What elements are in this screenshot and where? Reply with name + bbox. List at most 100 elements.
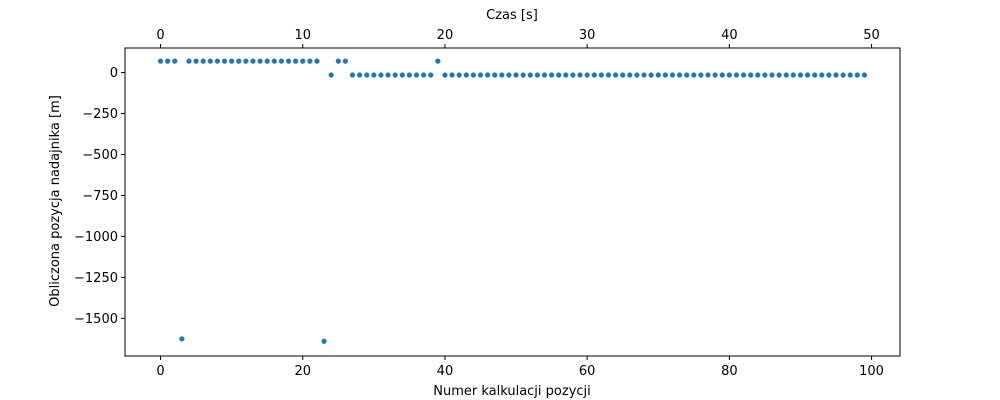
- x-axis-title: Numer kalkulacji pozycji: [433, 384, 591, 399]
- data-point: [726, 72, 732, 78]
- plot-frame: [124, 47, 901, 357]
- data-point: [612, 72, 619, 78]
- x2-tick-label: 0: [156, 28, 164, 43]
- data-point: [812, 72, 818, 78]
- data-point: [740, 72, 747, 78]
- data-point: [655, 72, 661, 78]
- data-point: [492, 72, 498, 78]
- data-point: [598, 72, 604, 78]
- data-point: [428, 72, 434, 78]
- data-point: [250, 58, 256, 64]
- data-point: [257, 58, 263, 64]
- data-point: [499, 72, 505, 78]
- x-tick-label: 0: [156, 364, 164, 379]
- data-point: [662, 72, 668, 78]
- data-point: [342, 58, 349, 64]
- data-point: [421, 72, 427, 78]
- data-point: [676, 72, 683, 78]
- data-point: [172, 58, 178, 64]
- data-point: [627, 72, 633, 78]
- data-point: [307, 58, 313, 64]
- x-tick-label: 40: [437, 364, 454, 379]
- data-point: [243, 58, 249, 64]
- data-point: [556, 72, 562, 78]
- data-point: [748, 72, 754, 78]
- x2-tick-label: 10: [294, 28, 311, 43]
- data-point: [470, 72, 476, 78]
- data-point: [264, 58, 270, 64]
- data-point: [364, 72, 370, 78]
- data-point: [769, 72, 775, 78]
- data-point: [349, 72, 356, 78]
- y-tick-label: −250: [82, 107, 118, 122]
- data-point: [705, 72, 711, 78]
- data-point: [385, 72, 391, 78]
- data-point: [506, 72, 512, 78]
- data-point: [435, 58, 441, 64]
- data-point: [733, 72, 740, 78]
- x2-tick-label: 30: [579, 28, 596, 43]
- data-point: [762, 72, 768, 78]
- x-tick-label: 100: [859, 364, 884, 379]
- data-point: [847, 72, 853, 78]
- data-point: [463, 72, 469, 78]
- data-point: [549, 72, 555, 78]
- data-point: [620, 72, 626, 78]
- data-point: [229, 58, 235, 64]
- data-point: [605, 72, 612, 78]
- data-point: [833, 72, 839, 78]
- x-tick-label: 80: [721, 364, 738, 379]
- data-point: [861, 72, 868, 78]
- y-tick-label: −750: [82, 189, 118, 204]
- y-tick-label: −1000: [74, 230, 118, 245]
- data-point: [776, 72, 782, 78]
- data-point: [584, 72, 590, 78]
- data-point: [399, 72, 405, 78]
- data-point: [804, 72, 811, 78]
- data-point: [186, 58, 192, 64]
- data-point: [442, 72, 448, 78]
- data-point: [328, 72, 334, 78]
- data-point: [207, 58, 213, 64]
- data-point: [712, 72, 718, 78]
- data-point: [165, 58, 171, 64]
- data-point: [449, 72, 455, 78]
- y-tick-label: 0: [110, 66, 118, 81]
- data-point: [193, 58, 199, 64]
- data-point: [271, 58, 277, 64]
- x2-axis-title: Czas [s]: [486, 8, 538, 23]
- x2-tick-label: 50: [863, 28, 880, 43]
- data-point: [300, 58, 306, 64]
- y-tick-label: −1500: [74, 312, 118, 327]
- data-point: [634, 72, 640, 78]
- data-point: [527, 72, 533, 78]
- data-point: [221, 58, 228, 64]
- data-point: [648, 72, 654, 78]
- data-point: [378, 72, 384, 78]
- data-point: [691, 72, 697, 78]
- y-tick-label: −1250: [74, 271, 118, 286]
- data-point: [236, 58, 242, 64]
- data-point: [371, 72, 377, 78]
- data-point: [819, 72, 825, 78]
- data-point: [157, 58, 164, 64]
- data-point: [577, 72, 583, 78]
- data-point: [534, 72, 540, 78]
- y-axis-title: Obliczona pozycja nadajnika [m]: [48, 95, 63, 307]
- data-point: [826, 72, 832, 78]
- data-points: [157, 58, 868, 344]
- data-point: [513, 72, 519, 78]
- data-point: [669, 72, 676, 78]
- y-tick-label: −500: [82, 148, 118, 163]
- data-point: [684, 72, 690, 78]
- data-point: [392, 72, 398, 78]
- data-point: [755, 72, 761, 78]
- data-point: [314, 58, 320, 64]
- data-point: [406, 72, 413, 78]
- data-point: [335, 58, 341, 64]
- data-point: [321, 338, 327, 344]
- axes: 0 20 40 60 80 100 0 10 20 30 40 50 0 −250 −500 −750 −100…: [74, 28, 901, 379]
- data-point: [840, 72, 846, 78]
- data-point: [783, 72, 789, 78]
